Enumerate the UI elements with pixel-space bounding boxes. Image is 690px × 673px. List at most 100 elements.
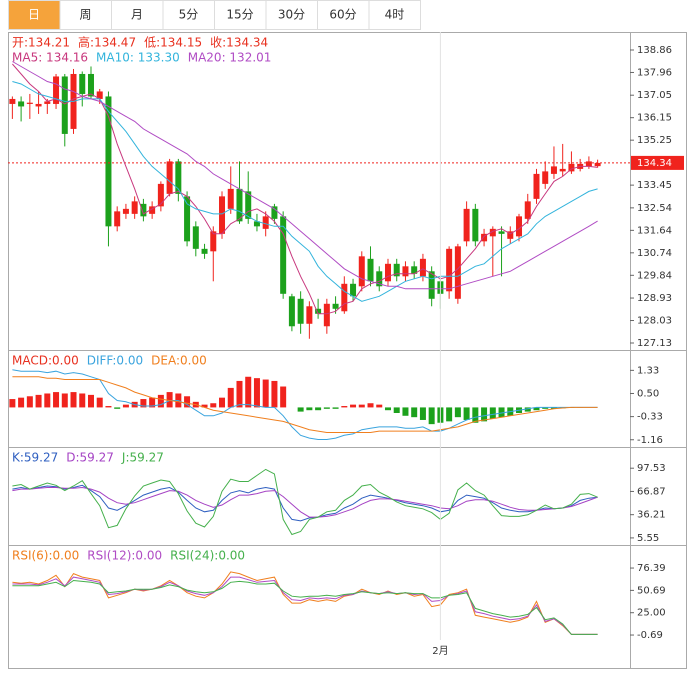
candle-body	[114, 211, 121, 227]
candle-body	[61, 76, 68, 134]
histogram-bar	[61, 393, 68, 408]
candle-body	[315, 308, 322, 314]
candle-body	[280, 216, 287, 294]
indicator-line	[12, 576, 598, 635]
tab-label[interactable]: 30分	[278, 8, 305, 22]
histogram-bar	[140, 399, 147, 408]
candle-body	[533, 173, 540, 199]
y-tick-label: -1.16	[637, 435, 663, 446]
legend-item: DIFF:0.00	[87, 354, 143, 368]
indicator-line	[12, 376, 598, 433]
histogram-bar	[44, 393, 51, 408]
tab[interactable]	[265, 0, 318, 30]
candle-body	[192, 226, 199, 249]
tab[interactable]	[111, 0, 164, 30]
tab-label[interactable]: 周	[79, 8, 91, 22]
histogram-bar	[428, 407, 435, 425]
candle-body	[18, 101, 25, 107]
tab-label[interactable]: 60分	[329, 8, 356, 22]
y-tick-label: 36.21	[637, 510, 666, 521]
histogram-bar	[9, 399, 16, 408]
y-tick-label: 128.93	[637, 293, 672, 304]
y-tick-label: 5.55	[637, 533, 659, 544]
y-tick-label: 76.39	[637, 563, 666, 574]
y-tick-label: 25.00	[637, 608, 666, 619]
histogram-bar	[35, 394, 42, 408]
histogram-bar	[79, 393, 86, 408]
legend-item: RSI(24):0.00	[170, 549, 245, 563]
candle-body	[446, 248, 453, 292]
legend-item: D:59.27	[66, 451, 114, 465]
candle-body	[585, 161, 592, 167]
indicator-line	[12, 468, 598, 536]
indicator-line	[12, 369, 598, 440]
tab[interactable]	[162, 0, 215, 30]
legend-item: MA20: 132.01	[188, 51, 272, 65]
indicator-line	[12, 571, 598, 635]
candle-body	[184, 196, 191, 242]
candle-body	[219, 196, 226, 234]
histogram-bar	[498, 407, 505, 418]
candle-body	[550, 166, 557, 174]
candle-body	[245, 191, 252, 219]
histogram-bar	[280, 386, 287, 408]
histogram-bar	[271, 380, 278, 408]
histogram-bar	[384, 407, 391, 411]
histogram-bar	[533, 407, 540, 411]
tab-label[interactable]: 4时	[385, 8, 405, 22]
candle-body	[236, 188, 243, 222]
histogram-bar	[542, 407, 549, 409]
candle-body	[44, 101, 51, 104]
candle-body	[53, 76, 60, 104]
histogram-bar	[149, 397, 156, 408]
tab-label[interactable]: 15分	[226, 8, 253, 22]
y-tick-label: 132.54	[637, 203, 672, 214]
tab-label[interactable]: 日	[28, 8, 40, 22]
tab-label[interactable]: 5分	[179, 8, 199, 22]
histogram-bar	[210, 403, 217, 408]
indicator-line	[12, 579, 598, 635]
candle-body	[96, 91, 103, 99]
candle-body	[402, 266, 409, 277]
candle-body	[131, 201, 138, 214]
candle-body	[384, 263, 391, 282]
y-tick-label: -0.69	[637, 630, 663, 641]
candle-body	[472, 208, 479, 242]
histogram-bar	[367, 403, 374, 408]
histogram-bar	[472, 407, 479, 423]
candle-body	[105, 96, 112, 227]
histogram-bar	[122, 404, 129, 408]
candle-body	[358, 256, 365, 287]
histogram-bar	[550, 407, 557, 409]
histogram-bar	[402, 407, 409, 416]
candle-body	[411, 266, 418, 274]
y-tick-label: 0.50	[637, 388, 659, 399]
candle-body	[332, 303, 339, 309]
candle-body	[524, 201, 531, 219]
histogram-bar	[446, 407, 453, 422]
y-tick-label: 129.84	[637, 270, 672, 281]
y-tick-label: 97.53	[637, 463, 666, 474]
legend-item: K:59.27	[12, 451, 58, 465]
y-tick-label: 131.64	[637, 225, 672, 236]
candle-body	[297, 298, 304, 324]
candle-body	[149, 206, 156, 214]
legend-item: DEA:0.00	[151, 354, 207, 368]
tab-label[interactable]: 月	[131, 8, 143, 22]
histogram-bar	[87, 394, 94, 408]
histogram-bar	[297, 407, 304, 412]
histogram-bar	[245, 376, 252, 408]
last-price-label: 134.34	[637, 158, 672, 169]
histogram-bar	[53, 392, 60, 408]
histogram-bar	[419, 407, 426, 420]
candle-body	[498, 231, 505, 234]
tab[interactable]	[317, 0, 370, 30]
indicator-line	[12, 61, 598, 290]
candle-body	[140, 203, 147, 217]
candle-body	[463, 208, 470, 242]
tab[interactable]	[368, 0, 421, 30]
y-tick-label: 130.74	[637, 248, 672, 259]
candle-body	[341, 283, 348, 312]
tab[interactable]	[8, 0, 61, 30]
